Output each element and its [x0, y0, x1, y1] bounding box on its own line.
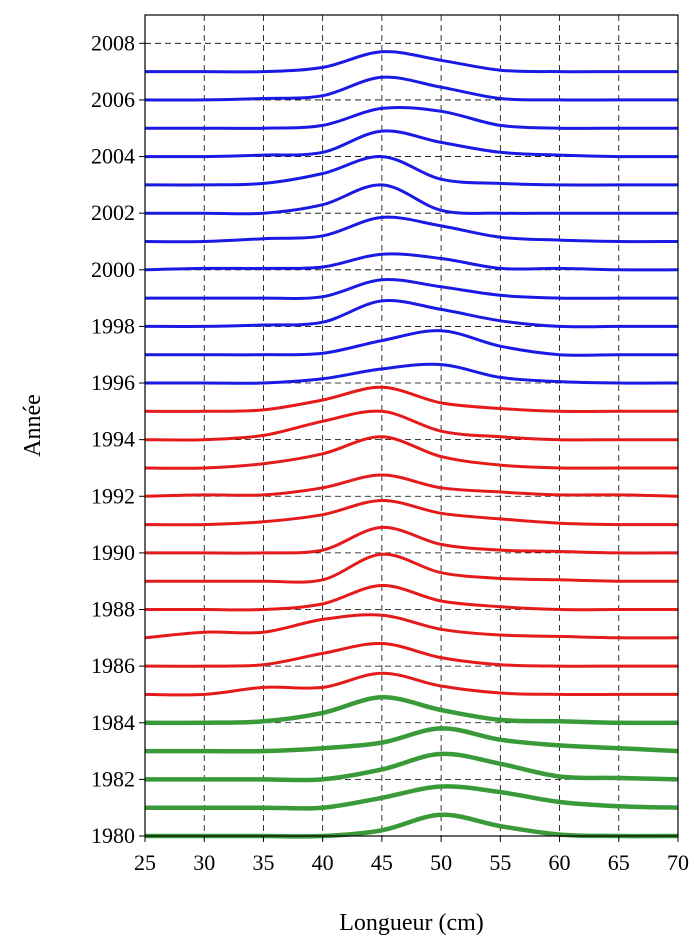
y-axis-title: Année: [20, 394, 46, 457]
y-tick-label: 1982: [91, 766, 135, 791]
series-lines: [144, 50, 679, 839]
y-tick-label: 2002: [91, 200, 135, 225]
series-line-2000: [144, 252, 679, 272]
y-tick-label: 2004: [91, 144, 135, 169]
series-line-2001: [144, 215, 679, 244]
y-tick-label: 1996: [91, 370, 135, 395]
x-axis-title: Longueur (cm): [339, 910, 484, 936]
x-tick-label: 30: [193, 850, 215, 875]
series-line-1983: [145, 726, 679, 754]
series-line-1981: [145, 784, 679, 811]
series-line-1987: [144, 613, 679, 640]
grid-lines: [145, 15, 678, 836]
y-tick-label: 2006: [91, 87, 135, 112]
series-line-1982: [145, 751, 679, 783]
series-line-1988: [145, 583, 678, 612]
y-tick-label: 2000: [91, 257, 135, 282]
series-line-1985: [144, 671, 678, 697]
series-line-1991: [144, 498, 679, 527]
x-tick-label: 50: [430, 850, 452, 875]
x-tick-label: 35: [252, 850, 274, 875]
x-tick-labels: 25 30 35 40 45 50 55 60 65 70: [134, 850, 689, 875]
series-line-1998: [144, 299, 678, 329]
series-line-2007: [145, 50, 678, 74]
y-tick-label: 1992: [91, 483, 135, 508]
series-line-1993: [144, 435, 678, 470]
series-line-1984: [144, 695, 679, 726]
series-line-2002: [145, 183, 678, 216]
y-tick-label: 1980: [91, 823, 135, 848]
series-line-2006: [144, 75, 678, 102]
series-line-1992: [144, 473, 679, 498]
series-line-1986: [144, 641, 678, 668]
series-line-2004: [144, 129, 679, 159]
y-tick-label: 2008: [91, 30, 135, 55]
x-tick-label: 40: [312, 850, 334, 875]
y-tick-label: 1998: [91, 313, 135, 338]
series-line-1990: [145, 525, 679, 555]
x-tick-label: 25: [134, 850, 156, 875]
x-tick-label: 45: [371, 850, 393, 875]
x-tick-label: 60: [549, 850, 571, 875]
y-tick-label: 1984: [91, 710, 135, 735]
x-tick-label: 65: [608, 850, 630, 875]
series-line-1996: [145, 362, 679, 385]
y-tick-label: 1988: [91, 597, 135, 622]
series-line-1980: [145, 812, 679, 839]
tick-marks: [139, 42, 679, 842]
x-tick-label: 55: [489, 850, 511, 875]
y-tick-label: 1986: [91, 653, 135, 678]
series-line-1995: [144, 385, 678, 414]
series-line-2005: [144, 105, 678, 130]
series-line-1997: [145, 329, 678, 357]
series-line-1999: [144, 277, 678, 300]
series-line-2003: [144, 155, 678, 187]
y-tick-labels: 1980 1982 1984 1986 1988 1990 1992 1994 1996 1998…: [91, 30, 135, 848]
series-line-1994: [144, 409, 678, 442]
y-tick-label: 1994: [91, 427, 135, 452]
series-line-1989: [145, 552, 679, 584]
plot-frame: [144, 14, 679, 837]
y-tick-label: 1990: [91, 540, 135, 565]
x-tick-label: 70: [667, 850, 689, 875]
